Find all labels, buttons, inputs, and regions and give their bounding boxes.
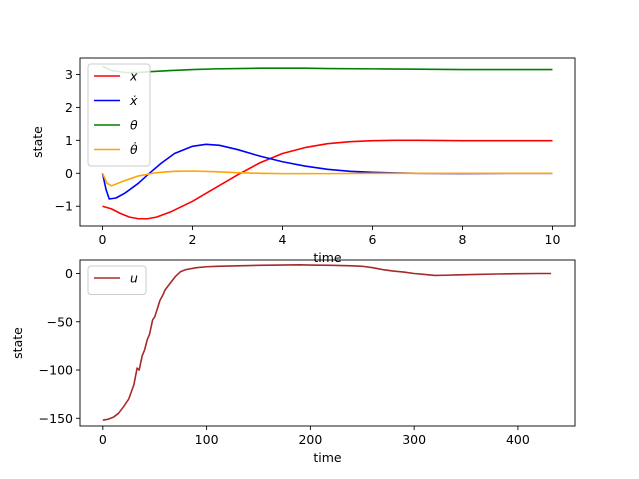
y-tick-label: 0 <box>65 166 73 181</box>
legend-label: u <box>130 271 138 286</box>
series-group <box>101 65 553 220</box>
legend-box <box>87 265 147 295</box>
legend-box <box>87 63 151 167</box>
series-line-theta <box>102 65 553 74</box>
legend: xẋθ θ̇ <box>87 63 151 167</box>
legend-label: x <box>129 69 138 84</box>
x-tick-label: 100 <box>195 432 219 447</box>
x-tick-label: 6 <box>369 232 377 247</box>
y-tick-label: 0 <box>65 266 73 281</box>
x-tick-label: 200 <box>298 432 322 447</box>
x-tick-label: 300 <box>402 432 426 447</box>
y-tick-label: 2 <box>65 100 73 115</box>
y-tick-label: −50 <box>47 314 73 329</box>
y-tick-label: −100 <box>39 363 73 378</box>
y-tick-label: 1 <box>65 133 73 148</box>
x-axis-label: time <box>313 250 342 265</box>
series-line-x <box>102 139 553 220</box>
top-subplot: 0 2 4 6 8 10 −1 0 1 2 3 time state xẋθ θ̇ <box>30 57 576 265</box>
axes-frame <box>79 57 576 227</box>
series-line-theta-dot <box>101 170 553 187</box>
x-tick-label: 400 <box>506 432 530 447</box>
legend: u <box>87 265 147 295</box>
series-group <box>102 264 552 421</box>
x-tick-label: 10 <box>545 232 561 247</box>
axes-frame <box>79 259 576 427</box>
x-tick-label: 0 <box>99 232 107 247</box>
y-tick-label: 3 <box>65 67 73 82</box>
y-axis-label: state <box>10 327 25 359</box>
x-tick-label: 0 <box>99 432 107 447</box>
series-line-u <box>102 264 552 421</box>
bottom-subplot: 0 100 200 300 400 −150 −100 −50 0 time state u <box>10 259 576 465</box>
legend-label: θ <box>130 118 138 133</box>
x-tick-label: 2 <box>189 232 197 247</box>
x-tick-label: 8 <box>459 232 467 247</box>
y-axis-label: state <box>30 126 45 158</box>
x-axis-label: time <box>313 450 342 465</box>
x-tick-label: 4 <box>279 232 287 247</box>
y-tick-label: −1 <box>55 199 73 214</box>
legend-label: θ̇ <box>130 142 138 157</box>
legend-label: ẋ <box>129 93 138 108</box>
y-tick-label: −150 <box>39 411 73 426</box>
